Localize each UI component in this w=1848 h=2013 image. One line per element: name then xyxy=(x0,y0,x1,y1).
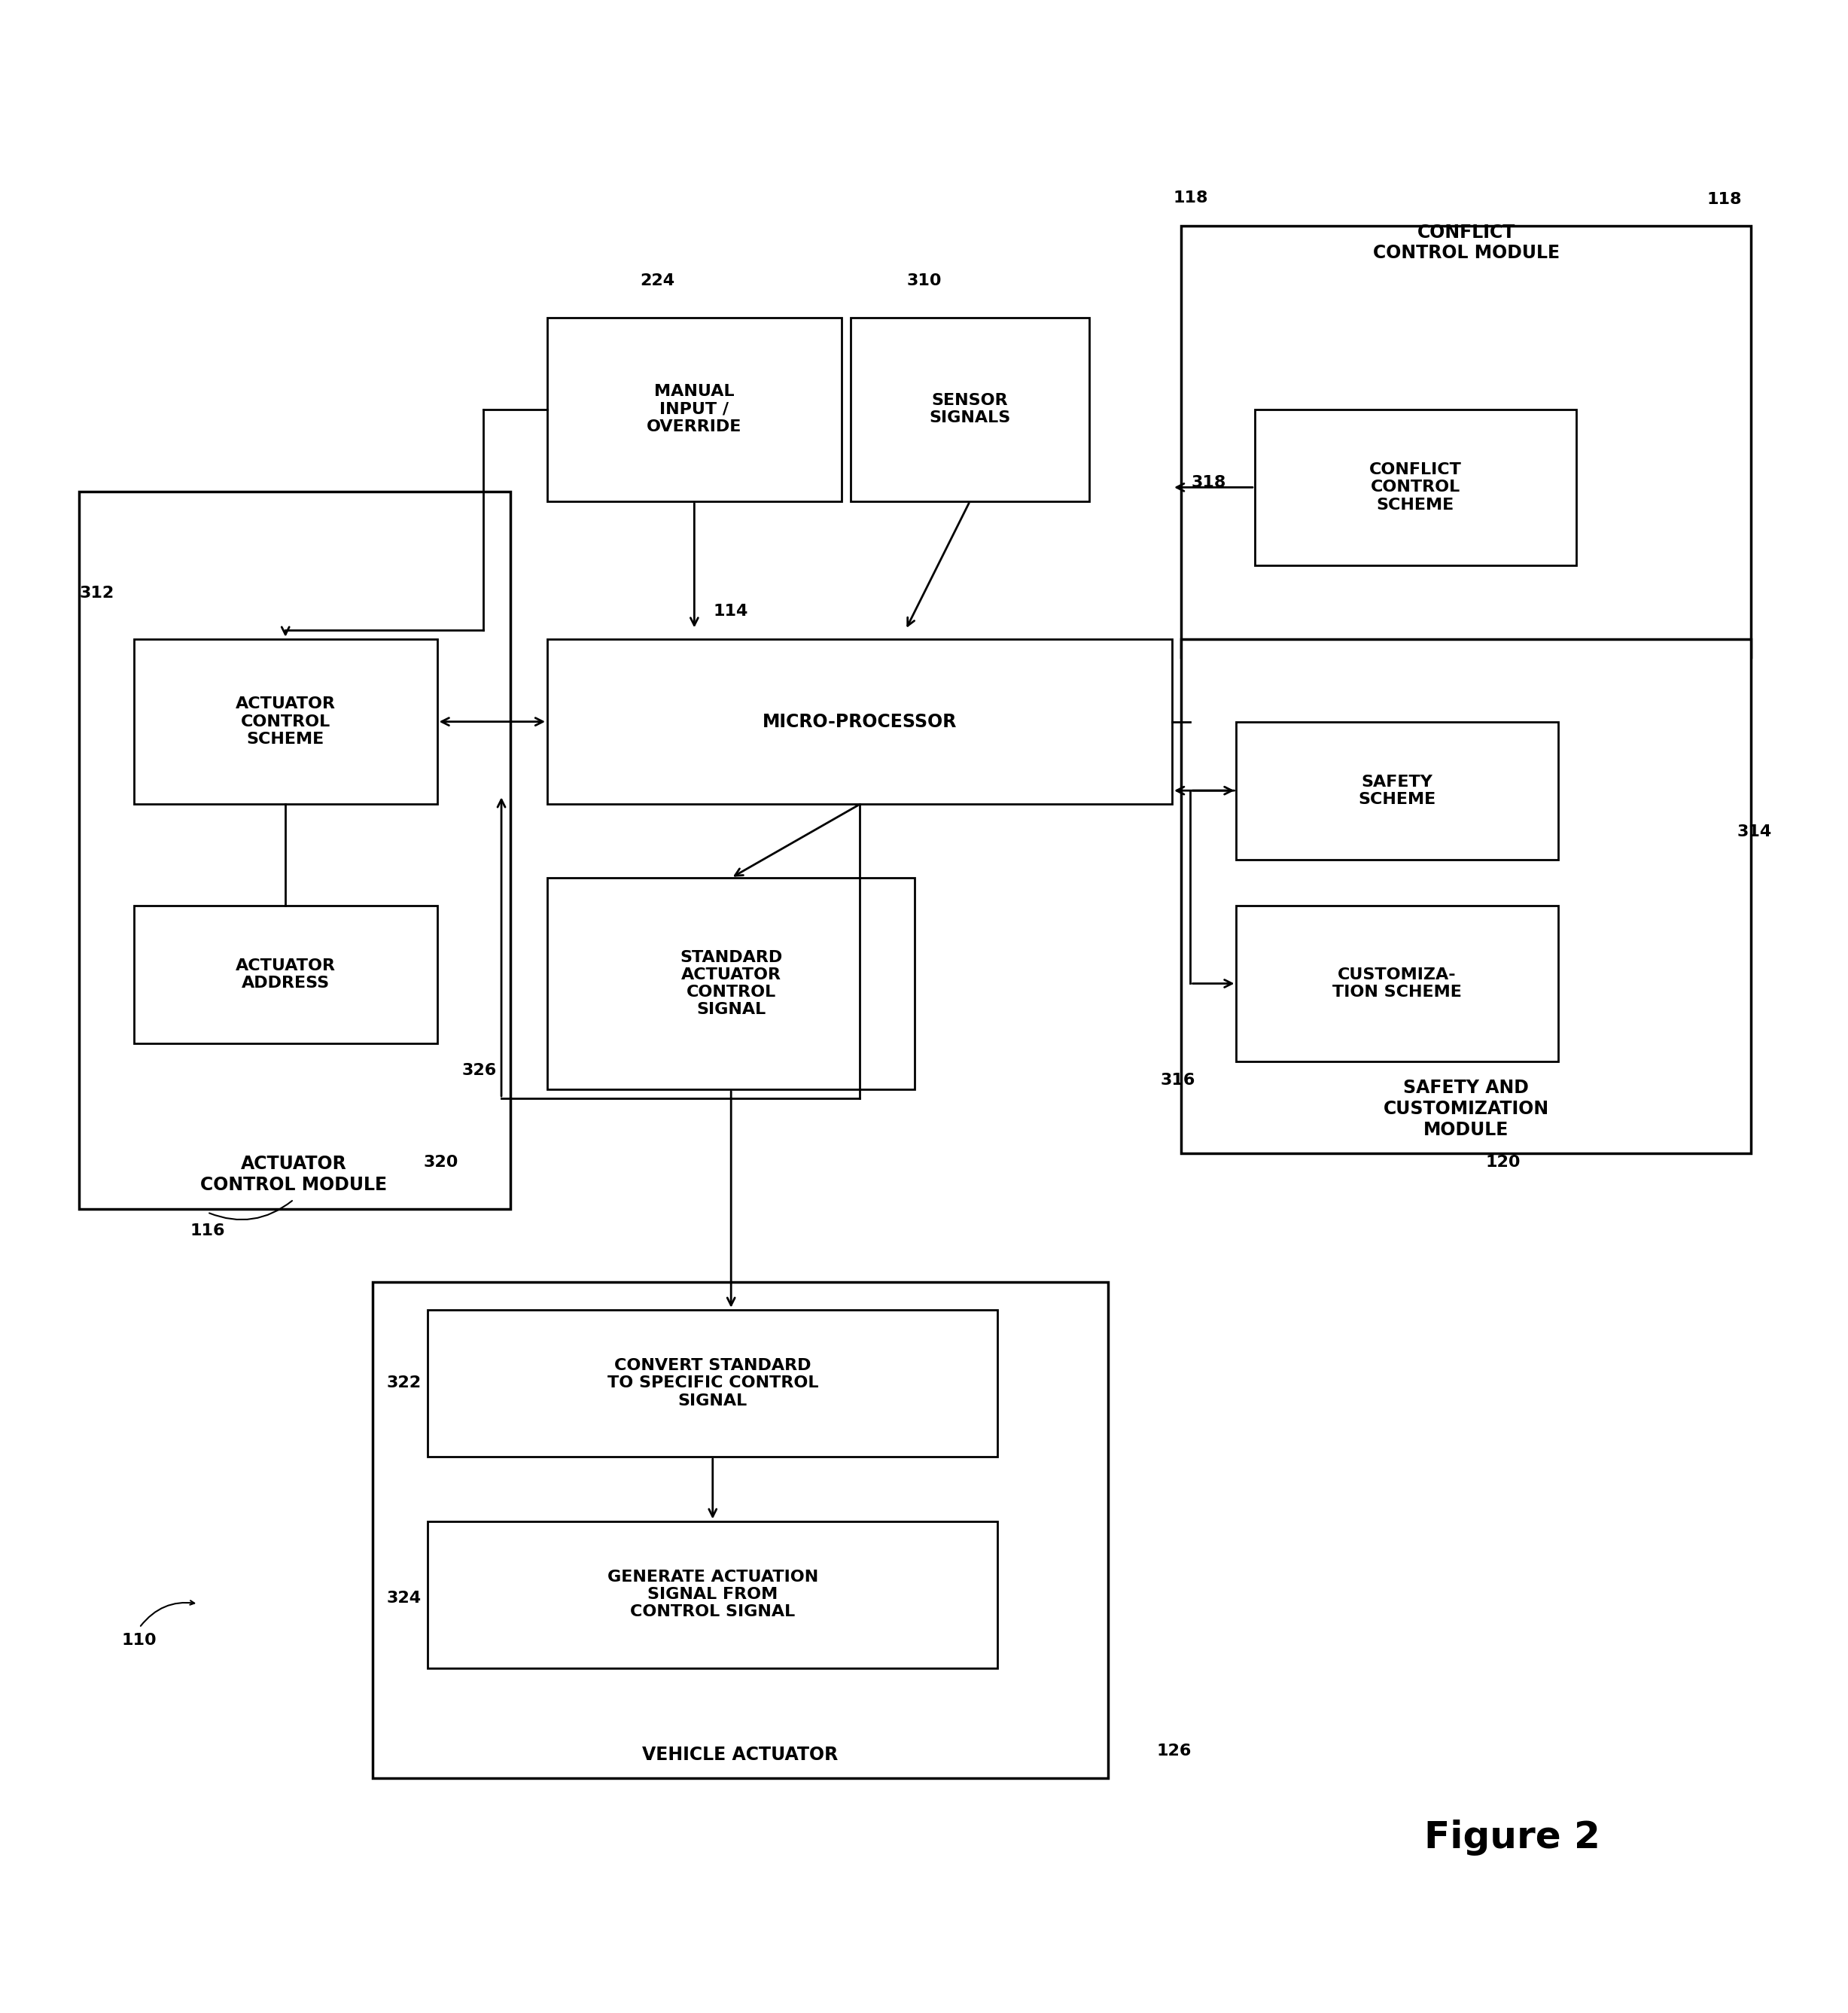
Text: 320: 320 xyxy=(423,1155,458,1170)
FancyBboxPatch shape xyxy=(850,318,1088,501)
Text: ACTUATOR
CONTROL MODULE: ACTUATOR CONTROL MODULE xyxy=(200,1155,386,1194)
Text: 114: 114 xyxy=(713,604,748,618)
Text: 326: 326 xyxy=(462,1063,497,1079)
Text: 322: 322 xyxy=(386,1375,421,1391)
Text: 110: 110 xyxy=(122,1633,157,1649)
FancyBboxPatch shape xyxy=(1181,225,1750,658)
Text: 312: 312 xyxy=(79,586,115,600)
Text: 120: 120 xyxy=(1486,1155,1521,1170)
Text: STANDARD
ACTUATOR
CONTROL
SIGNAL: STANDARD ACTUATOR CONTROL SIGNAL xyxy=(680,950,782,1017)
FancyBboxPatch shape xyxy=(133,638,436,805)
Text: CUSTOMIZA-
TION SCHEME: CUSTOMIZA- TION SCHEME xyxy=(1332,968,1462,1000)
Text: SENSOR
SIGNALS: SENSOR SIGNALS xyxy=(930,393,1011,425)
FancyBboxPatch shape xyxy=(547,878,915,1089)
FancyBboxPatch shape xyxy=(547,318,841,501)
Text: 310: 310 xyxy=(907,274,941,288)
FancyBboxPatch shape xyxy=(1236,721,1558,860)
FancyBboxPatch shape xyxy=(429,1310,998,1457)
Text: 316: 316 xyxy=(1161,1073,1196,1087)
Text: SAFETY
SCHEME: SAFETY SCHEME xyxy=(1358,775,1436,807)
Text: MANUAL
INPUT /
OVERRIDE: MANUAL INPUT / OVERRIDE xyxy=(647,384,741,435)
FancyBboxPatch shape xyxy=(429,1522,998,1669)
Text: ACTUATOR
CONTROL
SCHEME: ACTUATOR CONTROL SCHEME xyxy=(235,696,336,747)
Text: 314: 314 xyxy=(1737,825,1772,839)
Text: Figure 2: Figure 2 xyxy=(1425,1820,1600,1856)
FancyBboxPatch shape xyxy=(1181,638,1750,1153)
Text: 116: 116 xyxy=(190,1224,225,1238)
Text: VEHICLE ACTUATOR: VEHICLE ACTUATOR xyxy=(643,1745,839,1763)
Text: CONFLICT
CONTROL MODULE: CONFLICT CONTROL MODULE xyxy=(1373,223,1560,262)
Text: 318: 318 xyxy=(1192,475,1227,491)
Text: SAFETY AND
CUSTOMIZATION
MODULE: SAFETY AND CUSTOMIZATION MODULE xyxy=(1382,1079,1549,1139)
FancyBboxPatch shape xyxy=(547,638,1172,805)
FancyBboxPatch shape xyxy=(79,491,510,1208)
FancyBboxPatch shape xyxy=(133,906,436,1043)
FancyBboxPatch shape xyxy=(1236,906,1558,1061)
Text: ACTUATOR
ADDRESS: ACTUATOR ADDRESS xyxy=(235,958,336,990)
Text: 126: 126 xyxy=(1157,1743,1192,1757)
FancyBboxPatch shape xyxy=(1255,409,1576,566)
Text: 224: 224 xyxy=(639,274,675,288)
Text: 118: 118 xyxy=(1708,191,1741,207)
Text: MICRO-PROCESSOR: MICRO-PROCESSOR xyxy=(763,713,957,731)
Text: GENERATE ACTUATION
SIGNAL FROM
CONTROL SIGNAL: GENERATE ACTUATION SIGNAL FROM CONTROL S… xyxy=(608,1570,819,1620)
Text: 118: 118 xyxy=(1173,191,1209,205)
Text: CONFLICT
CONTROL
SCHEME: CONFLICT CONTROL SCHEME xyxy=(1369,463,1462,513)
FancyBboxPatch shape xyxy=(373,1282,1107,1777)
Text: 324: 324 xyxy=(386,1590,421,1606)
Text: CONVERT STANDARD
TO SPECIFIC CONTROL
SIGNAL: CONVERT STANDARD TO SPECIFIC CONTROL SIG… xyxy=(608,1359,819,1409)
